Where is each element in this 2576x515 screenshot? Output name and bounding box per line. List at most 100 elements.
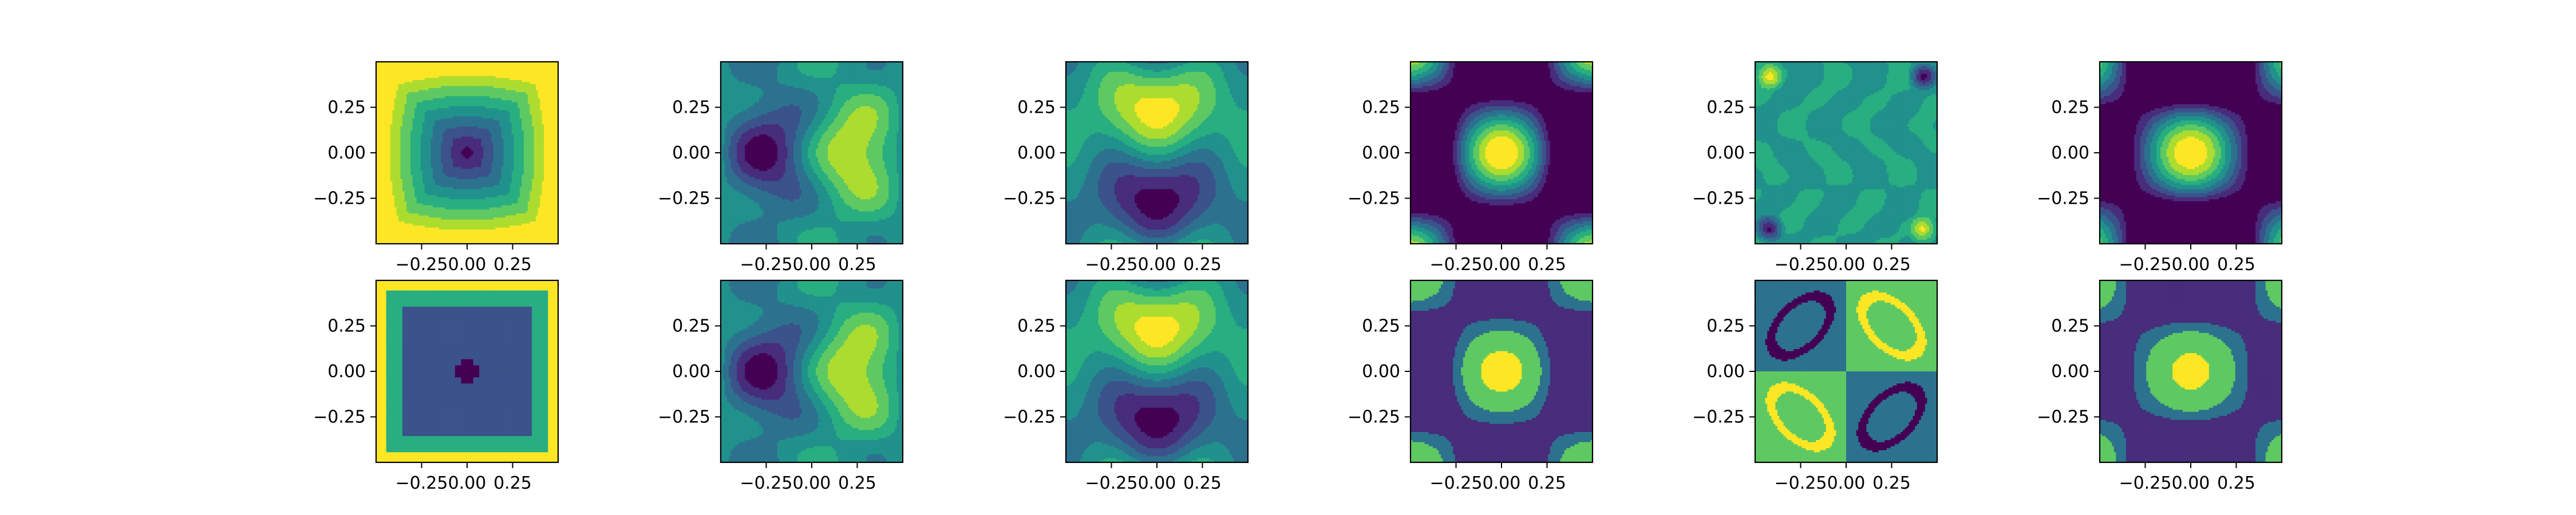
heat-cell [517,74,520,76]
heat-cell [548,68,550,70]
heat-cell [418,80,421,82]
heat-cell [528,82,530,84]
heat-cell [445,94,447,97]
heat-cell [497,86,500,88]
heat-cell [501,86,504,88]
heat-cell [402,96,405,98]
heat-cell [467,92,469,94]
heat-cell [461,78,463,80]
heat-cell [475,72,477,74]
heat-cell [455,84,457,86]
heat-cell [380,96,382,98]
heat-cell [426,86,429,88]
heat-cell [536,80,538,82]
heat-cell [409,90,411,92]
heat-cell [417,82,419,84]
heat-cell [517,88,520,90]
heat-cell [386,74,389,76]
heat-cell [402,70,405,72]
heat-cell [517,70,520,72]
heat-cell [520,68,522,70]
heat-cell [396,66,398,68]
heat-cell [422,70,425,72]
heat-cell [489,76,492,78]
heat-cell [540,80,542,82]
heat-cell [483,74,485,76]
heat-cell [421,88,423,90]
heat-cell [402,68,405,70]
heat-cell [528,72,530,74]
heat-cell [520,94,522,97]
heat-cell [471,76,473,78]
heat-cell [497,76,500,78]
heat-cell [497,94,500,97]
heat-cell [528,94,530,97]
heat-cell [495,88,497,90]
heat-cell [481,70,484,72]
heat-cell [467,82,469,84]
heat-cell [414,84,417,86]
heat-cell [491,70,493,72]
heat-cell [433,96,435,98]
heat-cell [524,70,526,72]
heat-cell [491,68,493,70]
heat-cell [430,76,433,78]
heat-cell [447,74,449,76]
heat-cell [475,94,477,97]
heat-cell [489,90,492,92]
heat-cell [513,80,516,82]
heat-cell [390,80,393,82]
heat-cell [447,80,449,82]
heat-cell [513,88,516,90]
heat-cell [481,84,484,86]
heat-cell [548,74,550,76]
heat-cell [542,80,544,82]
heat-cell [487,82,489,84]
heat-cell [426,92,429,94]
heat-cell [477,84,480,86]
heat-cell [550,68,552,70]
heat-cell [501,76,504,78]
heat-cell [509,76,512,78]
heat-cell [413,74,415,76]
heat-cell [483,64,485,66]
heat-cell [508,82,510,84]
heat-cell [500,90,502,92]
heat-cell [418,94,421,97]
heat-cell [493,90,496,92]
heat-cell [504,74,506,76]
heat-cell [434,76,437,78]
heat-cell [434,92,437,94]
heat-cell [479,76,481,78]
heat-cell [554,94,556,97]
heat-cell [544,94,546,97]
heat-cell [425,76,427,78]
heat-cell [417,80,419,82]
heat-cell [473,70,476,72]
heat-cell [542,66,544,68]
heat-cell [475,64,477,66]
heat-cell [447,90,449,92]
heat-cell [505,92,508,94]
heat-cell [417,68,419,70]
heat-cell [449,68,451,70]
heat-cell [473,96,476,98]
heat-cell [447,76,449,78]
heat-cell [501,94,504,97]
heat-cell [459,76,461,78]
heat-cell [429,72,431,74]
heat-cell [526,88,528,90]
heat-cell [548,80,550,82]
heat-cell [400,66,402,68]
heat-cell [392,86,394,88]
heat-cell [467,88,469,90]
heat-cell [449,80,451,82]
heat-cell [491,84,493,86]
heat-cell [388,86,390,88]
heat-cell [516,94,518,97]
heat-cell [500,82,502,84]
heat-cell [402,64,405,66]
heat-cell [491,94,493,97]
heat-cell [532,90,534,92]
heat-cell [414,64,417,66]
